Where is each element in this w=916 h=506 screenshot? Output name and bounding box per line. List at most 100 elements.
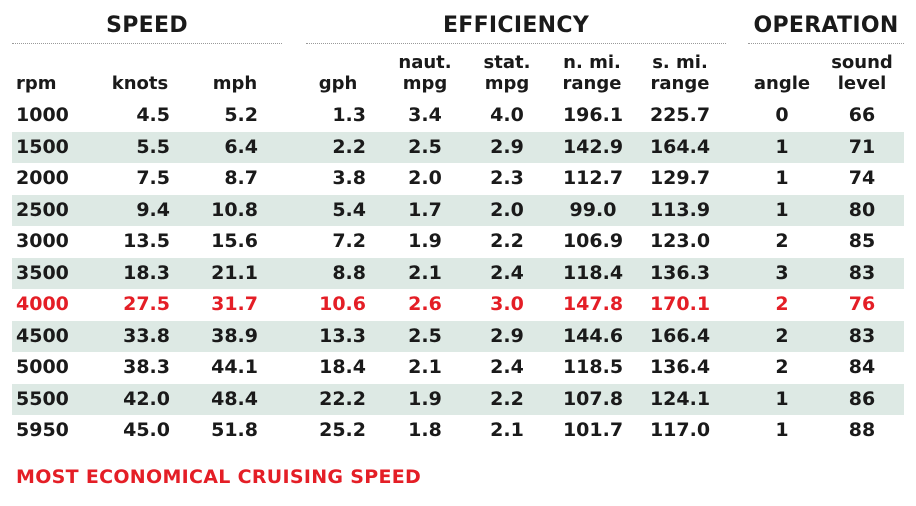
efficiency-group-title: EFFICIENCY [442, 13, 590, 38]
cell-naut-mpg: 2.5 [408, 135, 442, 158]
table-row: 5950 45.0 51.8 25.2 1.8 2.1 101.7 117.0 1 88 [12, 415, 904, 446]
cell-knots: 13.5 [123, 230, 170, 252]
column-header-s-mi-range: s. mi. range [650, 52, 710, 94]
speed-group-rule [12, 43, 282, 44]
table-row: 5000 38.3 44.1 18.4 2.1 2.4 118.5 136.4 2 84 [12, 352, 904, 383]
cell-gph: 7.2 [332, 230, 366, 252]
cell-mph: 48.4 [211, 387, 258, 410]
cell-angle: 2 [775, 324, 789, 347]
cell-sound-level: 66 [848, 104, 876, 126]
cell-s-mi-range: 225.7 [649, 104, 711, 126]
cell-n-mi-range: 118.4 [562, 261, 624, 284]
cell-gph: 5.4 [332, 198, 366, 221]
cell-naut-mpg: 2.5 [408, 324, 442, 347]
cell-n-mi-range: 99.0 [569, 198, 617, 221]
cell-stat-mpg: 2.0 [490, 198, 524, 221]
cell-naut-mpg: 2.6 [408, 293, 442, 315]
cell-rpm: 1500 [16, 135, 69, 158]
cell-sound-level: 80 [848, 198, 876, 221]
column-header-naut-mpg: naut. mpg [398, 52, 452, 94]
cell-naut-mpg: 1.7 [408, 198, 442, 221]
table-row: 1500 5.5 6.4 2.2 2.5 2.9 142.9 164.4 1 71 [12, 131, 904, 163]
cell-sound-level: 86 [848, 387, 876, 410]
cell-knots: 5.5 [136, 135, 170, 158]
cell-knots: 27.5 [123, 293, 170, 315]
cell-n-mi-range: 144.6 [562, 324, 624, 347]
table-row: 2000 7.5 8.7 3.8 2.0 2.3 112.7 129.7 1 74 [12, 163, 904, 194]
cell-gph: 10.6 [319, 293, 366, 315]
table-row: 3500 18.3 21.1 8.8 2.1 2.4 118.4 136.3 3 83 [12, 257, 904, 289]
cell-mph: 5.2 [224, 104, 258, 126]
cell-rpm: 2000 [16, 167, 69, 189]
column-header-mph: mph [212, 73, 258, 94]
table-row: 5500 42.0 48.4 22.2 1.9 2.2 107.8 124.1 1 86 [12, 383, 904, 415]
cell-stat-mpg: 2.1 [490, 419, 524, 441]
cell-naut-mpg: 2.0 [408, 167, 442, 189]
cell-stat-mpg: 2.9 [490, 324, 524, 347]
cell-n-mi-range: 147.8 [562, 293, 624, 315]
cell-mph: 44.1 [211, 356, 258, 378]
cell-stat-mpg: 2.4 [490, 261, 524, 284]
cell-n-mi-range: 112.7 [562, 167, 624, 189]
cell-naut-mpg: 3.4 [408, 104, 442, 126]
cell-rpm: 3500 [16, 261, 69, 284]
cell-stat-mpg: 2.3 [490, 167, 524, 189]
cell-angle: 2 [775, 230, 789, 252]
cell-stat-mpg: 2.2 [490, 387, 524, 410]
cell-angle: 0 [775, 104, 789, 126]
column-header-stat-mpg: stat. mpg [483, 52, 531, 94]
cell-naut-mpg: 2.1 [408, 356, 442, 378]
cell-mph: 10.8 [211, 198, 258, 221]
cell-rpm: 3000 [16, 230, 69, 252]
cell-angle: 2 [775, 293, 789, 315]
cell-angle: 1 [775, 198, 789, 221]
cell-rpm: 5000 [16, 356, 69, 378]
cell-mph: 6.4 [224, 135, 258, 158]
speed-group-title: SPEED [106, 13, 188, 38]
cell-angle: 1 [775, 135, 789, 158]
column-header-knots: knots [111, 73, 169, 94]
cell-n-mi-range: 196.1 [562, 104, 624, 126]
cell-mph: 15.6 [211, 230, 258, 252]
cell-knots: 9.4 [136, 198, 170, 221]
cell-naut-mpg: 1.8 [408, 419, 442, 441]
cell-sound-level: 84 [848, 356, 876, 378]
table-row: 4500 33.8 38.9 13.3 2.5 2.9 144.6 166.4 2 83 [12, 320, 904, 352]
cell-sound-level: 88 [848, 419, 876, 441]
cell-knots: 38.3 [123, 356, 170, 378]
cell-naut-mpg: 1.9 [408, 387, 442, 410]
cell-sound-level: 74 [848, 167, 876, 189]
cell-rpm: 5500 [16, 387, 69, 410]
cell-gph: 1.3 [332, 104, 366, 126]
table-row: 2500 9.4 10.8 5.4 1.7 2.0 99.0 113.9 1 80 [12, 194, 904, 226]
cell-s-mi-range: 113.9 [649, 198, 711, 221]
cell-mph: 21.1 [211, 261, 258, 284]
table-row: 1000 4.5 5.2 1.3 3.4 4.0 196.1 225.7 0 66 [12, 100, 904, 131]
cell-knots: 4.5 [136, 104, 170, 126]
cell-s-mi-range: 136.3 [649, 261, 711, 284]
cell-stat-mpg: 3.0 [490, 293, 524, 315]
cell-angle: 2 [775, 356, 789, 378]
column-header-sound-level: sound level [831, 52, 893, 94]
cell-s-mi-range: 124.1 [649, 387, 711, 410]
cell-rpm: 1000 [16, 104, 69, 126]
cell-angle: 1 [775, 167, 789, 189]
operation-group-rule [748, 43, 904, 44]
cell-knots: 42.0 [123, 387, 170, 410]
cell-gph: 13.3 [319, 324, 366, 347]
footnote: MOST ECONOMICAL CRUISING SPEED [16, 466, 422, 488]
cell-knots: 18.3 [123, 261, 170, 284]
cell-n-mi-range: 107.8 [562, 387, 624, 410]
cell-stat-mpg: 4.0 [490, 104, 524, 126]
cell-rpm: 5950 [16, 419, 69, 441]
cell-s-mi-range: 129.7 [649, 167, 711, 189]
cell-s-mi-range: 136.4 [649, 356, 711, 378]
cell-knots: 7.5 [136, 167, 170, 189]
cell-rpm: 4500 [16, 324, 69, 347]
cell-s-mi-range: 164.4 [649, 135, 711, 158]
cell-naut-mpg: 2.1 [408, 261, 442, 284]
cell-sound-level: 76 [848, 293, 876, 315]
cell-stat-mpg: 2.9 [490, 135, 524, 158]
cell-sound-level: 83 [848, 261, 876, 284]
cell-mph: 38.9 [211, 324, 258, 347]
